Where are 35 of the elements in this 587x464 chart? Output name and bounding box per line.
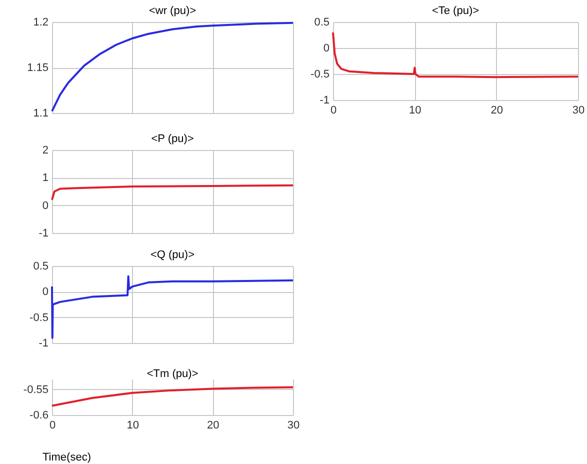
- y-tick-label: -1: [38, 228, 48, 240]
- y-tick-label: 0: [42, 200, 48, 212]
- y-tick-label: 1.1: [33, 108, 48, 120]
- x-tick-label: 10: [126, 420, 139, 432]
- line-series: [51, 386, 294, 407]
- y-tick-label: 1.15: [27, 62, 48, 74]
- chart-title: <P (pu)>: [151, 133, 194, 145]
- chart-title: <Q (pu)>: [150, 249, 195, 261]
- y-tick-label: -0.6: [30, 410, 48, 422]
- y-tick-label: 1: [42, 172, 48, 184]
- y-tick-label: 0: [323, 42, 330, 54]
- x-tick-label: 10: [409, 104, 422, 116]
- x-tick-label: 30: [287, 420, 300, 432]
- x-tick-label: 20: [207, 420, 220, 432]
- x-tick-label: 30: [572, 104, 585, 116]
- x-tick-label: 20: [490, 104, 503, 116]
- y-tick-label: 1.2: [33, 16, 48, 28]
- y-tick-label: 0.5: [33, 260, 48, 272]
- x-axis-title: Time(sec): [42, 452, 91, 464]
- chart-title: <wr (pu)>: [148, 5, 196, 17]
- y-tick-label: -1: [320, 94, 330, 106]
- y-tick-label: 0.5: [314, 16, 330, 28]
- chart-title: <Tm (pu)>: [146, 368, 198, 380]
- line-series: [51, 184, 294, 201]
- y-tick-label: -0.5: [30, 312, 48, 324]
- y-tick-label: -0.5: [310, 68, 330, 80]
- line-series: [51, 275, 294, 339]
- x-tick-label: 0: [330, 104, 337, 116]
- line-series: [332, 31, 579, 78]
- y-tick-label: 2: [42, 144, 48, 156]
- y-tick-label: -0.55: [23, 384, 48, 396]
- y-tick-label: 0: [42, 286, 48, 298]
- y-tick-label: -1: [38, 338, 48, 350]
- chart-title: <Te (pu)>: [432, 5, 480, 17]
- line-series: [51, 22, 294, 112]
